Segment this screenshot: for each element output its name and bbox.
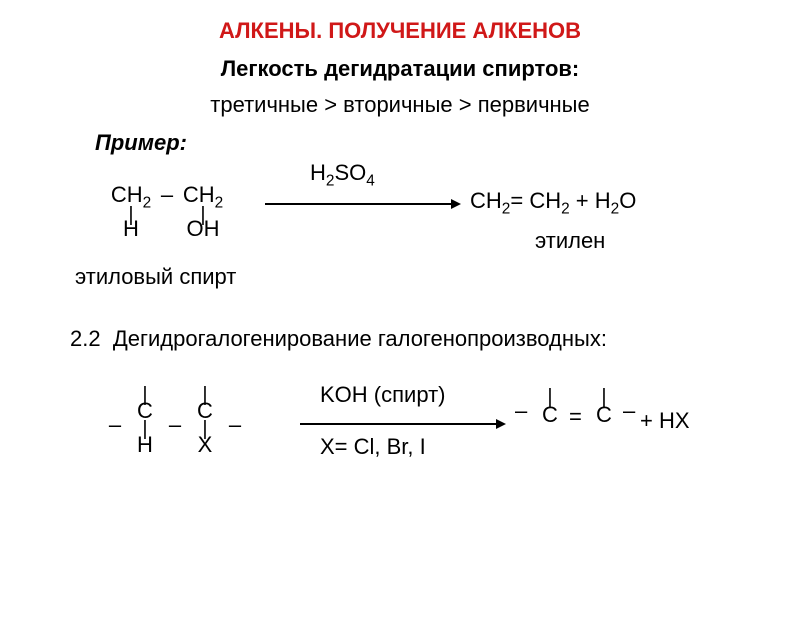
ethylene-label: этилен [535,228,605,254]
bond-mid: – [165,410,185,438]
reaction-2: – | C | H – | C | X – KOH (спирт) X= Cl,… [0,372,800,502]
c1-bottom: H [123,216,139,242]
bond-pre: – [515,396,531,424]
reaction-1: CH2 | H – CH2 | OH этиловый спирт H2SO4 … [0,160,800,290]
bond-post: – [623,396,639,424]
hx-product: + HX [640,408,690,434]
bond-up: | [601,392,606,402]
x-atom: X [198,432,213,458]
carbon-2: C [596,402,612,428]
slide-subtitle: Легкость дегидратации спиртов: [0,56,800,82]
slide-title: АЛКЕНЫ. ПОЛУЧЕНИЕ АЛКЕНОВ [0,18,800,44]
bond-horiz: – [157,182,177,208]
reactivity-order: третичные > вторичные > первичные [0,92,800,118]
reaction-arrow-icon [265,194,465,214]
double-bond: = [569,390,585,430]
reagent-koh: KOH (спирт) [320,382,445,408]
bond-up: | [547,392,552,402]
bond-post: – [225,410,245,438]
reaction-arrow-icon [300,414,510,434]
section-2-heading: 2.2 Дегидрогалогенирование галогенопроиз… [70,326,800,352]
example-label: Пример: [95,130,800,156]
x-definition: X= Cl, Br, I [320,434,426,460]
ethylene-formula: CH2= CH2 + H2O [470,188,636,218]
ethanol-label: этиловый спирт [75,264,236,290]
catalyst-h2so4: H2SO4 [310,160,375,190]
h-atom: H [137,432,153,458]
ethanol-structure: CH2 | H – CH2 | OH [105,182,229,242]
alkene-structure: – | C = | C – [515,390,639,430]
c2-bottom: OH [187,216,220,242]
halide-structure: – | C | H – | C | X – [105,390,245,458]
bond-pre: – [105,410,125,438]
carbon-1: C [542,402,558,428]
